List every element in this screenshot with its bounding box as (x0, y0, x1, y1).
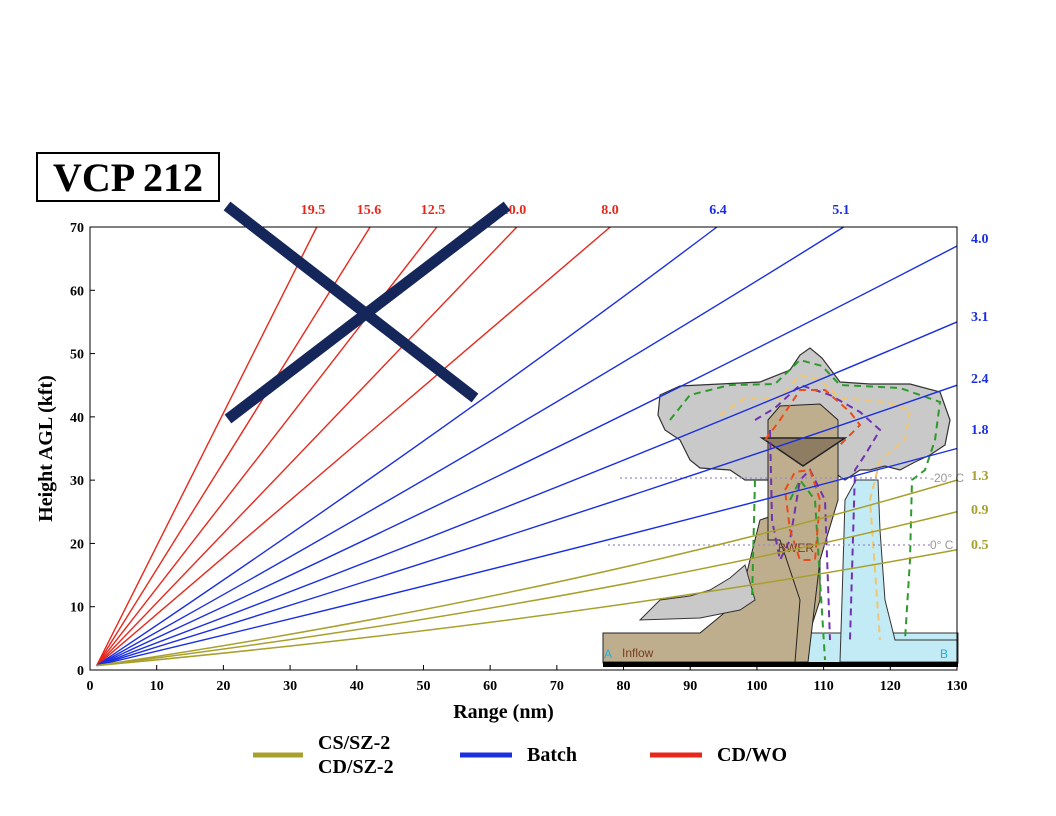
elev-label-right: 3.1 (971, 310, 989, 325)
point-a-label: A (604, 647, 612, 661)
y-tick-label: 70 (70, 221, 84, 236)
line-batch-1.8 (96, 447, 958, 667)
cross-stroke-1 (223, 201, 479, 403)
legend-label-cdwo: CD/WO (717, 744, 787, 766)
vcp-title: VCP 212 (53, 154, 203, 200)
x-tick-label: 20 (216, 679, 230, 694)
elev-label-right: 4.0 (971, 232, 989, 247)
cross-stroke-2 (224, 201, 511, 424)
point-b-label: B (940, 647, 948, 661)
elev-label-top: 5.1 (832, 203, 850, 218)
x-tick-label: 10 (150, 679, 164, 694)
vcp-title-box: VCP 212 (36, 152, 220, 202)
scud-cloud (638, 564, 756, 621)
contour-orange-inner (783, 468, 822, 561)
elevation-lines (96, 226, 958, 667)
elev-label-top: 19.5 (301, 203, 326, 218)
line-batch-3.1 (96, 321, 958, 667)
elev-label-right: 0.5 (971, 538, 989, 553)
plot-frame (89, 226, 958, 671)
y-tick-label: 30 (70, 474, 84, 489)
cross-out-mark (223, 201, 511, 424)
x-tick-label: 120 (880, 679, 901, 694)
contour-green (669, 358, 942, 641)
line-cssz-0.5 (96, 549, 958, 667)
line-batch-2.4 (96, 384, 958, 667)
elev-label-top: 12.5 (421, 203, 446, 218)
y-tick-label: 20 (70, 537, 84, 552)
elev-label-right: 0.9 (971, 503, 989, 518)
contour-purple (754, 383, 882, 641)
line-batch-4 (96, 245, 958, 667)
ground-bar (603, 662, 958, 667)
x-tick-label: 130 (947, 679, 968, 694)
line-cssz-0.9 (96, 511, 958, 667)
x-tick-label: 0 (87, 679, 94, 694)
elev-label-right: 1.3 (971, 469, 989, 484)
line-cdwo-15.6 (96, 226, 371, 666)
x-tick-label: 80 (617, 679, 631, 694)
inflow-label: Inflow (622, 646, 654, 660)
elev-label-top: 15.6 (357, 203, 382, 218)
x-tick-label: 110 (813, 679, 833, 694)
y-tick-label: 0 (77, 664, 84, 679)
x-tick-label: 30 (283, 679, 297, 694)
chart-legend: CS/SZ-2CD/SZ-2 Batch CD/WO (253, 732, 787, 778)
line-cdwo-10 (96, 226, 518, 667)
line-cdwo-19.5 (96, 226, 318, 666)
line-cssz-1.3 (96, 479, 958, 667)
x-tick-label: 50 (416, 679, 430, 694)
contour-green-left (751, 479, 756, 601)
line-batch-6.4 (96, 226, 718, 667)
y-tick-label: 60 (70, 284, 84, 299)
legend-label-batch: Batch (527, 744, 577, 766)
temp-label-upper: -20° C (930, 471, 964, 485)
x-tick-label: 70 (550, 679, 564, 694)
legend-label-cssz-1: CS/SZ-2 (318, 732, 390, 754)
contour-orange (764, 389, 862, 446)
elev-label-top: 10.0 (502, 203, 527, 218)
elev-label-top: 6.4 (709, 203, 727, 218)
y-tick-label: 50 (70, 348, 84, 363)
line-batch-5.1 (96, 226, 844, 667)
chart-axes: 0 10 20 30 40 50 60 70 80 90 100 110 120 130 0 10 20 30 40… (35, 221, 968, 723)
x-tick-label: 100 (746, 679, 767, 694)
x-tick-label: 40 (350, 679, 364, 694)
temp-label-lower: 0° C (930, 538, 954, 552)
x-tick-label: 60 (483, 679, 497, 694)
y-tick-label: 40 (70, 411, 84, 426)
x-tick-label: 90 (683, 679, 697, 694)
elevation-labels: 19.5 15.6 12.5 10.0 8.0 6.4 5.1 4.0 3.1 2.4 1.8 1.3… (301, 203, 989, 553)
x-axis-title: Range (nm) (453, 701, 554, 723)
elev-label-right: 1.8 (971, 423, 989, 438)
storm-illustration: -20° C 0° C BWER Inflow A B (602, 347, 964, 667)
elev-label-right: 2.4 (971, 372, 989, 387)
bwer-label: BWER (778, 541, 814, 555)
precip-core (839, 479, 959, 663)
contour-purple-inner (769, 429, 831, 641)
y-axis-title: Height AGL (kft) (35, 375, 57, 522)
y-tick-label: 10 (70, 601, 84, 616)
legend-label-cssz-2: CD/SZ-2 (318, 756, 394, 778)
line-cdwo-8 (96, 226, 611, 667)
updraft-tower (767, 403, 839, 663)
elev-label-top: 8.0 (601, 203, 619, 218)
